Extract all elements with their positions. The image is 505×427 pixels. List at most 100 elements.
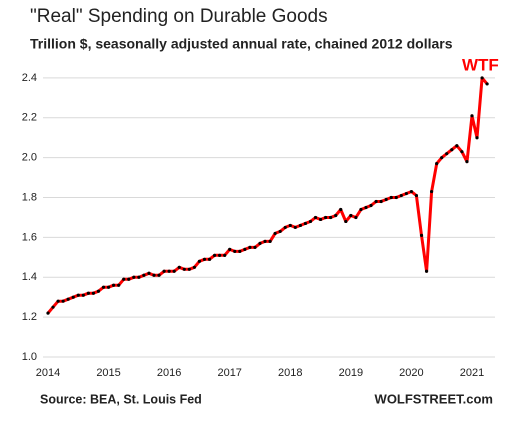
data-point	[233, 249, 237, 253]
chart-title: "Real" Spending on Durable Goods	[30, 6, 328, 27]
data-point	[450, 148, 454, 152]
source: Source: BEA, St. Louis Fed	[40, 392, 202, 406]
x-tick-label: 2018	[278, 367, 302, 379]
data-point	[288, 223, 292, 228]
data-point	[440, 156, 444, 160]
data-point	[339, 207, 343, 212]
data-point	[394, 195, 398, 200]
data-point	[344, 219, 348, 224]
data-point	[278, 229, 282, 234]
data-point	[293, 225, 297, 230]
data-point	[253, 245, 257, 249]
data-point	[122, 277, 126, 281]
data-point	[61, 299, 65, 303]
annotation: WTF	[462, 55, 499, 74]
data-point	[455, 144, 459, 148]
x-tick-label: 2019	[339, 367, 363, 379]
data-point	[419, 233, 424, 238]
data-point	[217, 253, 222, 257]
data-point	[76, 293, 80, 297]
data-point	[334, 213, 338, 218]
data-point	[177, 265, 181, 269]
data-point	[142, 273, 146, 277]
data-point	[389, 195, 393, 200]
data-point	[359, 207, 363, 212]
x-tick-label: 2015	[96, 367, 120, 379]
data-point	[409, 189, 414, 194]
data-point	[243, 247, 247, 251]
data-point	[349, 213, 353, 218]
data-point	[51, 305, 55, 309]
data-point	[91, 291, 96, 295]
data-point	[132, 275, 136, 279]
y-tick-label: 1.4	[22, 271, 37, 283]
data-point	[111, 283, 116, 287]
data-point	[187, 267, 191, 271]
data-point	[308, 219, 313, 224]
data-point	[117, 283, 121, 287]
x-tick-label: 2021	[460, 367, 484, 379]
data-point	[303, 221, 308, 226]
data-point	[429, 189, 434, 194]
y-tick-label: 1.2	[22, 311, 37, 323]
data-point	[192, 265, 196, 269]
data-point	[263, 239, 267, 243]
data-point	[46, 311, 50, 315]
data-point	[460, 150, 464, 154]
chart-subtitle: Trillion $, seasonally adjusted annual r…	[30, 36, 453, 52]
data-point	[475, 136, 479, 140]
data-point	[81, 293, 85, 297]
data-point	[485, 82, 489, 86]
data-point	[66, 297, 70, 301]
data-point	[71, 295, 75, 299]
data-point	[399, 193, 403, 198]
data-point	[223, 253, 227, 257]
data-point	[465, 160, 469, 164]
data-point	[354, 215, 358, 220]
data-point	[318, 217, 323, 222]
data-point	[202, 257, 207, 261]
x-tick-label: 2016	[157, 367, 181, 379]
y-tick-label: 2.2	[22, 112, 37, 124]
x-tick-label: 2020	[399, 367, 423, 379]
x-tick-label: 2017	[217, 367, 241, 379]
y-tick-label: 2.0	[22, 152, 37, 164]
data-point	[445, 152, 449, 156]
data-point	[86, 291, 90, 295]
data-point	[228, 247, 232, 251]
y-tick-label: 1.0	[22, 351, 37, 363]
data-line	[46, 76, 489, 315]
data-point	[106, 285, 111, 289]
data-point	[238, 249, 242, 253]
data-point	[384, 197, 388, 202]
data-point	[313, 215, 318, 220]
data-point	[298, 223, 302, 228]
data-point	[414, 193, 419, 198]
y-tick-label: 2.4	[22, 72, 37, 84]
data-point	[273, 231, 277, 236]
data-point	[197, 259, 202, 263]
data-point	[435, 162, 439, 166]
data-point	[369, 203, 373, 208]
data-point	[404, 191, 408, 196]
data-point	[424, 269, 429, 273]
data-point	[480, 76, 484, 80]
data-point	[137, 275, 141, 279]
data-point	[167, 269, 171, 273]
data-point	[374, 199, 378, 204]
data-point	[258, 241, 262, 245]
data-point	[147, 271, 151, 275]
data-point	[172, 269, 176, 273]
y-tick-label: 1.8	[22, 191, 37, 203]
data-point	[207, 257, 212, 261]
credit: WOLFSTREET.com	[375, 391, 493, 406]
data-point	[152, 273, 156, 277]
data-point	[283, 225, 287, 230]
data-point	[127, 277, 131, 281]
data-point	[101, 285, 106, 289]
x-tick-label: 2014	[36, 367, 60, 379]
data-point	[182, 267, 186, 271]
data-point	[323, 215, 328, 220]
data-point	[162, 269, 166, 273]
